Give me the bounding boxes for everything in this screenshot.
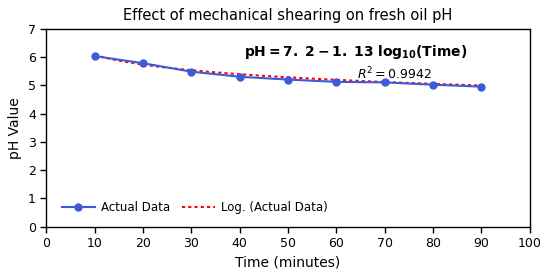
Title: Effect of mechanical shearing on fresh oil pH: Effect of mechanical shearing on fresh o…: [123, 8, 453, 23]
Actual Data: [91, 54, 98, 58]
Line: Log. (Actual Data): Log. (Actual Data): [95, 55, 481, 85]
Actual Data: [333, 80, 340, 83]
Actual Data: [140, 61, 146, 65]
Text: $\bf{pH = 7.\ 2 - 1.\ 13\ log_{10}(Time)}$: $\bf{pH = 7.\ 2 - 1.\ 13\ log_{10}(Time)…: [244, 43, 468, 61]
Actual Data: [285, 78, 292, 81]
X-axis label: Time (minutes): Time (minutes): [235, 256, 340, 270]
Actual Data: [478, 85, 485, 88]
Actual Data: [381, 81, 388, 84]
Log. (Actual Data): [301, 76, 307, 80]
Log. (Actual Data): [408, 81, 415, 85]
Actual Data: [236, 75, 243, 78]
Actual Data: [188, 70, 195, 73]
Log. (Actual Data): [322, 78, 328, 81]
Actual Data: [430, 83, 436, 86]
Text: $R^2 = 0.9942$: $R^2 = 0.9942$: [357, 66, 432, 83]
Log. (Actual Data): [277, 75, 284, 79]
Legend: Actual Data, Log. (Actual Data): Actual Data, Log. (Actual Data): [57, 196, 332, 219]
Line: Actual Data: Actual Data: [91, 53, 485, 90]
Log. (Actual Data): [478, 84, 485, 87]
Y-axis label: pH Value: pH Value: [8, 97, 23, 158]
Log. (Actual Data): [275, 75, 282, 78]
Log. (Actual Data): [469, 83, 475, 87]
Log. (Actual Data): [91, 53, 98, 57]
